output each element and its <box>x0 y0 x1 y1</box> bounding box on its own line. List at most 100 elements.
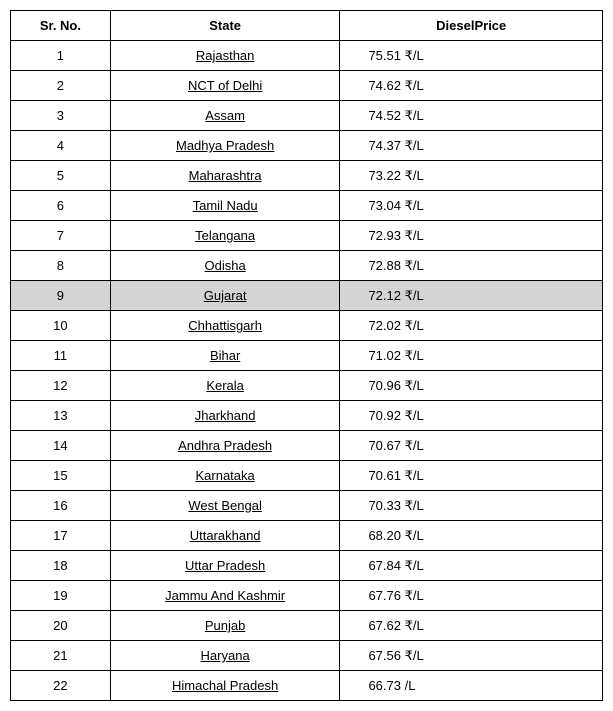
table-row: 18 Uttar Pradesh 67.84 ₹/L <box>11 551 603 581</box>
table-row: 19 Jammu And Kashmir 67.76 ₹/L <box>11 581 603 611</box>
table-header-row: Sr. No. State DieselPrice <box>11 11 603 41</box>
table-row: 6Tamil Nadu73.04 ₹/L <box>11 191 603 221</box>
cell-diesel-price: 72.93 ₹/L <box>340 221 603 251</box>
cell-state: Chhattisgarh <box>110 311 340 341</box>
cell-state: NCT of Delhi <box>110 71 340 101</box>
cell-state: Bihar <box>110 341 340 371</box>
state-link[interactable]: Punjab <box>205 618 245 633</box>
cell-sr-no: 13 <box>11 401 111 431</box>
table-row: 21Haryana67.56 ₹/L <box>11 641 603 671</box>
state-link[interactable]: Haryana <box>201 648 250 663</box>
state-link[interactable]: Chhattisgarh <box>188 318 262 333</box>
state-link[interactable]: Jharkhand <box>195 408 256 423</box>
cell-sr-no: 10 <box>11 311 111 341</box>
cell-diesel-price: 67.76 ₹/L <box>340 581 603 611</box>
cell-sr-no: 4 <box>11 131 111 161</box>
cell-diesel-price: 72.88 ₹/L <box>340 251 603 281</box>
state-link[interactable]: Odisha <box>205 258 246 273</box>
cell-sr-no: 11 <box>11 341 111 371</box>
state-link[interactable]: NCT of Delhi <box>188 78 262 93</box>
cell-sr-no: 7 <box>11 221 111 251</box>
state-link[interactable]: Madhya Pradesh <box>176 138 274 153</box>
cell-state: Himachal Pradesh <box>110 671 340 701</box>
cell-state: Punjab <box>110 611 340 641</box>
cell-state: Jammu And Kashmir <box>110 581 340 611</box>
cell-sr-no: 15 <box>11 461 111 491</box>
state-link[interactable]: Uttar Pradesh <box>185 558 265 573</box>
header-sr-no: Sr. No. <box>11 11 111 41</box>
cell-sr-no: 12 <box>11 371 111 401</box>
cell-diesel-price: 70.67 ₹/L <box>340 431 603 461</box>
cell-diesel-price: 72.02 ₹/L <box>340 311 603 341</box>
table-row: 22 Himachal Pradesh 66.73 /L <box>11 671 603 701</box>
cell-diesel-price: 70.96 ₹/L <box>340 371 603 401</box>
table-row: 5Maharashtra73.22 ₹/L <box>11 161 603 191</box>
table-row: 14 Andhra Pradesh 70.67 ₹/L <box>11 431 603 461</box>
cell-state: Maharashtra <box>110 161 340 191</box>
state-link[interactable]: Himachal Pradesh <box>172 678 278 693</box>
state-link[interactable]: West Bengal <box>188 498 261 513</box>
table-row: 12 Kerala 70.96 ₹/L <box>11 371 603 401</box>
cell-diesel-price: 67.62 ₹/L <box>340 611 603 641</box>
state-link[interactable]: Uttarakhand <box>190 528 261 543</box>
cell-state: Uttarakhand <box>110 521 340 551</box>
cell-sr-no: 9 <box>11 281 111 311</box>
cell-state: Jharkhand <box>110 401 340 431</box>
table-row: 7 Telangana 72.93 ₹/L <box>11 221 603 251</box>
cell-sr-no: 14 <box>11 431 111 461</box>
cell-sr-no: 6 <box>11 191 111 221</box>
cell-diesel-price: 75.51 ₹/L <box>340 41 603 71</box>
cell-diesel-price: 73.22 ₹/L <box>340 161 603 191</box>
cell-diesel-price: 70.61 ₹/L <box>340 461 603 491</box>
state-link[interactable]: Assam <box>205 108 245 123</box>
cell-state: Kerala <box>110 371 340 401</box>
cell-sr-no: 18 <box>11 551 111 581</box>
cell-diesel-price: 74.52 ₹/L <box>340 101 603 131</box>
cell-state: Haryana <box>110 641 340 671</box>
table-row: 10 Chhattisgarh 72.02 ₹/L <box>11 311 603 341</box>
cell-state: Gujarat <box>110 281 340 311</box>
cell-state: Odisha <box>110 251 340 281</box>
table-row: 1 Rajasthan 75.51 ₹/L <box>11 41 603 71</box>
table-row: 16West Bengal70.33 ₹/L <box>11 491 603 521</box>
cell-state: Uttar Pradesh <box>110 551 340 581</box>
cell-diesel-price: 74.37 ₹/L <box>340 131 603 161</box>
cell-diesel-price: 70.92 ₹/L <box>340 401 603 431</box>
cell-state: Karnataka <box>110 461 340 491</box>
table-body: 1Rajasthan75.51 ₹/L2NCT of Delhi74.62 ₹/… <box>11 41 603 701</box>
state-link[interactable]: Rajasthan <box>196 48 255 63</box>
cell-diesel-price: 66.73 /L <box>340 671 603 701</box>
table-row: 4 Madhya Pradesh 74.37 ₹/L <box>11 131 603 161</box>
cell-sr-no: 22 <box>11 671 111 701</box>
state-link[interactable]: Karnataka <box>195 468 254 483</box>
cell-state: Rajasthan <box>110 41 340 71</box>
state-link[interactable]: Bihar <box>210 348 240 363</box>
cell-state: Tamil Nadu <box>110 191 340 221</box>
cell-sr-no: 1 <box>11 41 111 71</box>
table-row: 2NCT of Delhi74.62 ₹/L <box>11 71 603 101</box>
cell-sr-no: 19 <box>11 581 111 611</box>
table-row: 13 Jharkhand 70.92 ₹/L <box>11 401 603 431</box>
cell-diesel-price: 70.33 ₹/L <box>340 491 603 521</box>
cell-state: West Bengal <box>110 491 340 521</box>
cell-diesel-price: 67.84 ₹/L <box>340 551 603 581</box>
cell-sr-no: 2 <box>11 71 111 101</box>
cell-sr-no: 17 <box>11 521 111 551</box>
state-link[interactable]: Kerala <box>206 378 244 393</box>
cell-sr-no: 21 <box>11 641 111 671</box>
cell-state: Madhya Pradesh <box>110 131 340 161</box>
cell-diesel-price: 68.20 ₹/L <box>340 521 603 551</box>
state-link[interactable]: Gujarat <box>204 288 247 303</box>
state-link[interactable]: Jammu And Kashmir <box>165 588 285 603</box>
state-link[interactable]: Telangana <box>195 228 255 243</box>
table-row: 15 Karnataka 70.61 ₹/L <box>11 461 603 491</box>
state-link[interactable]: Andhra Pradesh <box>178 438 272 453</box>
cell-diesel-price: 72.12 ₹/L <box>340 281 603 311</box>
table-row: 8 Odisha 72.88 ₹/L <box>11 251 603 281</box>
cell-sr-no: 20 <box>11 611 111 641</box>
table-row: 11Bihar71.02 ₹/L <box>11 341 603 371</box>
table-row: 9 Gujarat 72.12 ₹/L <box>11 281 603 311</box>
cell-sr-no: 8 <box>11 251 111 281</box>
state-link[interactable]: Tamil Nadu <box>193 198 258 213</box>
state-link[interactable]: Maharashtra <box>189 168 262 183</box>
